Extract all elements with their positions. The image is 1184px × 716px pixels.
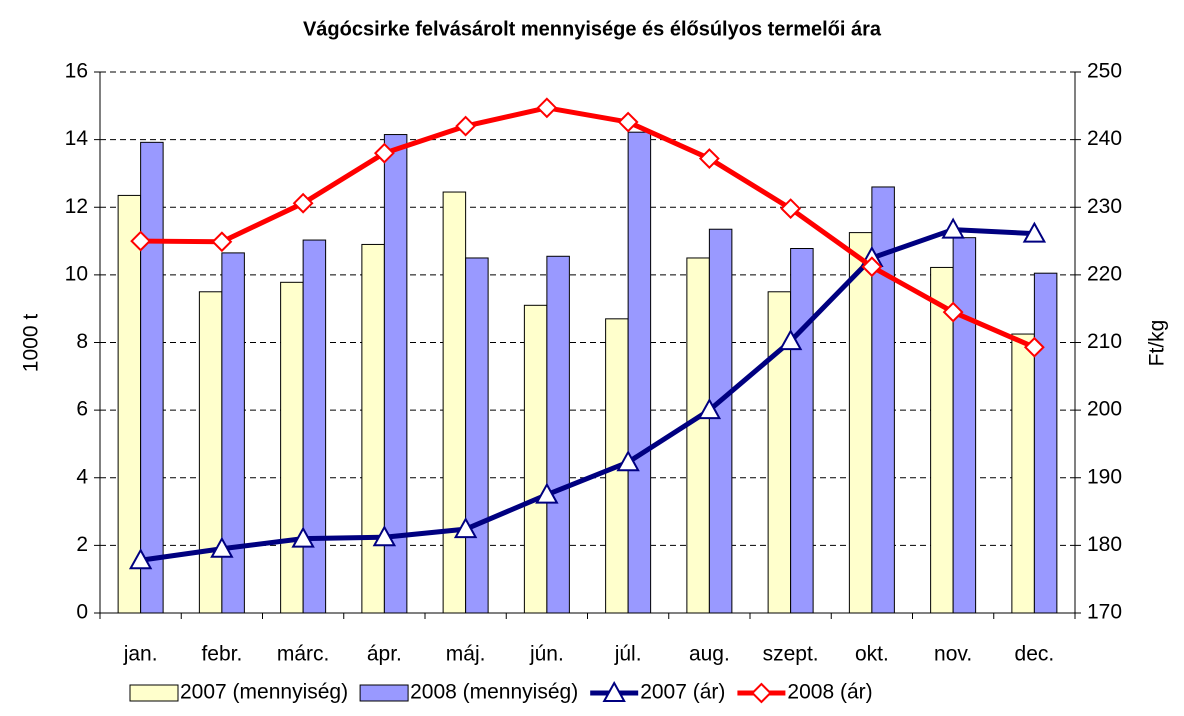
marker [941,217,965,239]
x-tick-label: febr. [201,643,242,666]
y-tick-label: 14 [65,127,89,150]
bar [546,255,570,614]
marker [861,256,883,278]
y2-tick-label: 220 [1087,262,1122,285]
bar [952,237,977,614]
x-tick-label: nov. [934,643,972,666]
marker [453,517,478,539]
x-tick-label: jan. [123,643,158,666]
y2-tick-label: 190 [1087,465,1122,488]
marker [698,148,720,169]
bar [930,266,954,614]
marker [942,301,964,323]
line [140,227,1035,563]
bar [140,141,164,614]
y-tick-label: 16 [65,60,88,83]
bar [302,239,327,614]
y2-tick-label: 240 [1087,127,1122,150]
marker [778,329,803,351]
marker [616,450,640,472]
bar [221,252,245,614]
marker [617,111,639,133]
bar [708,228,733,614]
legend-label: 2008 (mennyiség) [410,681,578,704]
bar [361,243,385,614]
marker [130,230,152,252]
marker [535,482,559,504]
legend-label: 2008 (ár) [787,681,872,704]
x-tick-label: máj. [446,643,486,666]
line [140,105,1036,350]
marker [372,525,397,547]
legend-swatch [129,684,179,702]
marker [292,192,314,214]
y2-tick-label: 250 [1087,60,1122,83]
marker [750,682,772,704]
y2-tick-label: 200 [1087,398,1122,421]
marker [536,97,558,119]
y-tick-label: 8 [76,330,88,353]
x-tick-label: ápr. [367,643,402,666]
x-tick-label: márc. [277,643,330,666]
y2-tick-label: 230 [1087,195,1122,218]
bar [117,194,142,614]
marker [1022,221,1047,243]
x-tick-label: szept. [763,643,819,666]
bar [465,257,489,614]
marker [1023,336,1045,358]
bar [198,291,223,614]
y-tick-label: 10 [65,262,88,285]
marker [128,548,153,570]
y-tick-label: 4 [76,465,88,488]
y2-tick-label: 170 [1087,601,1122,624]
y2-tick-label: 210 [1087,330,1122,353]
bar [627,131,652,614]
y-tick-label: 0 [76,601,88,624]
x-tick-label: aug. [689,643,730,666]
marker [697,398,722,420]
bar [442,191,467,614]
y-tick-label: 12 [65,195,88,218]
x-tick-label: jún. [529,643,564,666]
bar [790,248,814,614]
legend-swatch [359,684,409,702]
bar [1033,272,1058,614]
bar [280,281,304,614]
x-tick-label: okt. [855,643,889,666]
marker [211,231,233,253]
marker [780,198,802,220]
bar [686,257,710,614]
marker [210,536,234,558]
y-axis-label: 1000 t [20,314,43,373]
legend-label: 2007 (ár) [640,681,725,704]
chart-title: Vágócsirke felvásárolt mennyisége és élő… [303,18,882,40]
x-tick-label: júl. [614,643,642,666]
y-tick-label: 2 [76,533,88,556]
marker [455,115,477,137]
y2-axis-label: Ft/kg [1146,320,1169,367]
marker [373,142,395,164]
bar [848,232,873,614]
y2-tick-label: 180 [1087,533,1122,556]
bar [523,304,548,614]
bar [1011,333,1035,614]
legend-label: 2007 (mennyiség) [180,681,348,704]
marker [291,526,315,548]
marker [602,680,626,702]
y-tick-label: 6 [76,398,88,421]
x-tick-label: dec. [1015,643,1055,666]
